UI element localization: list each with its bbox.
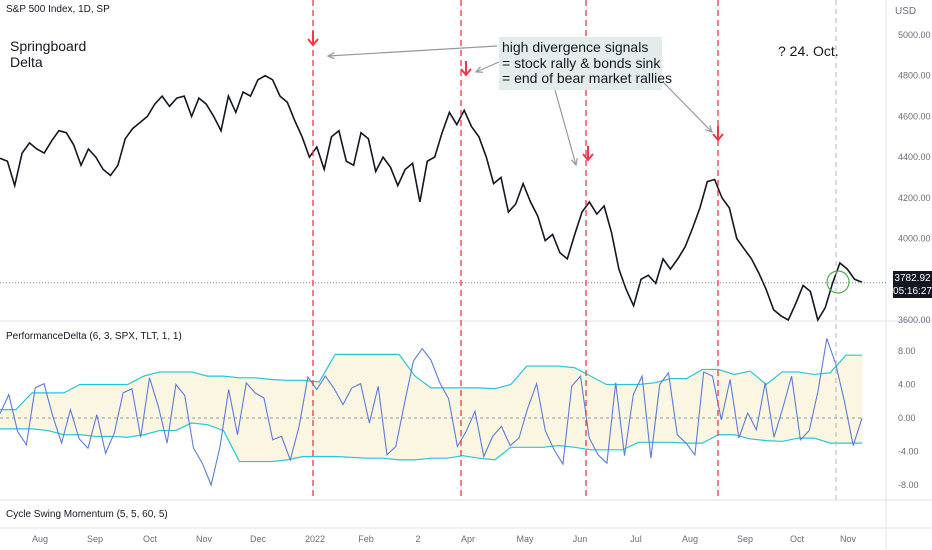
time-axis-tick: Nov	[196, 534, 213, 544]
last-price-value: 3782.92	[894, 273, 931, 284]
time-axis-tick: Jun	[573, 534, 588, 544]
callout-arrow-2-head	[474, 66, 484, 73]
time-axis-tick: Apr	[461, 534, 475, 544]
time-axis-tick: Aug	[682, 534, 698, 544]
price-axis-tick: 4600.00	[898, 111, 931, 121]
callout-arrow-1-head	[326, 52, 335, 60]
time-axis-tick: Oct	[790, 534, 805, 544]
time-axis-tick: Nov	[840, 534, 857, 544]
callout-line-3: = end of bear market rallies	[502, 70, 673, 86]
delta-upper-band	[0, 353, 862, 411]
indicator-performance-delta-title[interactable]: PerformanceDelta (6, 3, SPX, TLT, 1, 1)	[6, 331, 182, 342]
callout-box: high divergence signals = stock rally & …	[499, 37, 673, 90]
annotation-springboard: Springboard	[10, 38, 87, 54]
delta-axis-tick: 8.00	[898, 346, 916, 356]
price-countdown: 05:16:27	[893, 286, 932, 297]
price-axis-tick: 3600.00	[898, 315, 931, 325]
time-axis-tick: Jul	[630, 534, 642, 544]
callout-arrow-4-head	[705, 125, 713, 133]
time-axis-tick: May	[516, 534, 534, 544]
callout-arrow-4	[662, 81, 713, 133]
price-axis-tick: 4400.00	[898, 152, 931, 162]
time-axis-tick: Feb	[358, 534, 374, 544]
signal-arrow-head	[307, 38, 319, 47]
time-axis-tick: Aug	[32, 534, 48, 544]
callout-arrow-2	[475, 61, 500, 73]
time-axis-tick: 2022	[305, 534, 325, 544]
delta-axis-tick: -8.00	[898, 480, 919, 490]
price-axis-tick: 4200.00	[898, 193, 931, 203]
price-axis-tick: 5000.00	[898, 30, 931, 40]
last-price-badge: 3782.92 05:16:27	[893, 271, 932, 298]
annotation-oct-date: ? 24. Oct.	[778, 43, 839, 59]
time-axis-tick: Oct	[143, 534, 158, 544]
signal-arrow-head	[582, 153, 594, 162]
delta-axis-tick: 0.00	[898, 413, 916, 423]
delta-band-fill	[0, 354, 862, 462]
time-axis-tick: Sep	[87, 534, 103, 544]
time-axis-tick: Sep	[737, 534, 753, 544]
callout-line-1: high divergence signals	[502, 39, 649, 55]
callout-arrow-3-head	[570, 158, 578, 167]
symbol-title[interactable]: S&P 500 Index, 1D, SP	[6, 4, 110, 15]
delta-axis-tick: 4.00	[898, 380, 916, 390]
time-axis-tick: 2	[415, 534, 420, 544]
price-series-line	[0, 74, 863, 323]
delta-axis-tick: -4.00	[898, 447, 919, 457]
callout-arrow-1	[327, 45, 498, 57]
indicator-cycle-swing-title[interactable]: Cycle Swing Momentum (5, 5, 60, 5)	[6, 509, 168, 520]
signal-arrow-head	[712, 133, 724, 142]
price-axis-tick: 4000.00	[898, 234, 931, 244]
callout-line-2: = stock rally & bonds sink	[502, 54, 661, 71]
callout-arrow-3	[554, 89, 577, 166]
price-axis-tick: 4800.00	[898, 71, 931, 81]
signal-arrow-head	[460, 68, 472, 77]
annotation-delta: Delta	[10, 54, 43, 70]
highlight-circle	[826, 270, 850, 294]
currency-label: USD	[895, 6, 917, 17]
time-axis-tick: Dec	[250, 534, 267, 544]
